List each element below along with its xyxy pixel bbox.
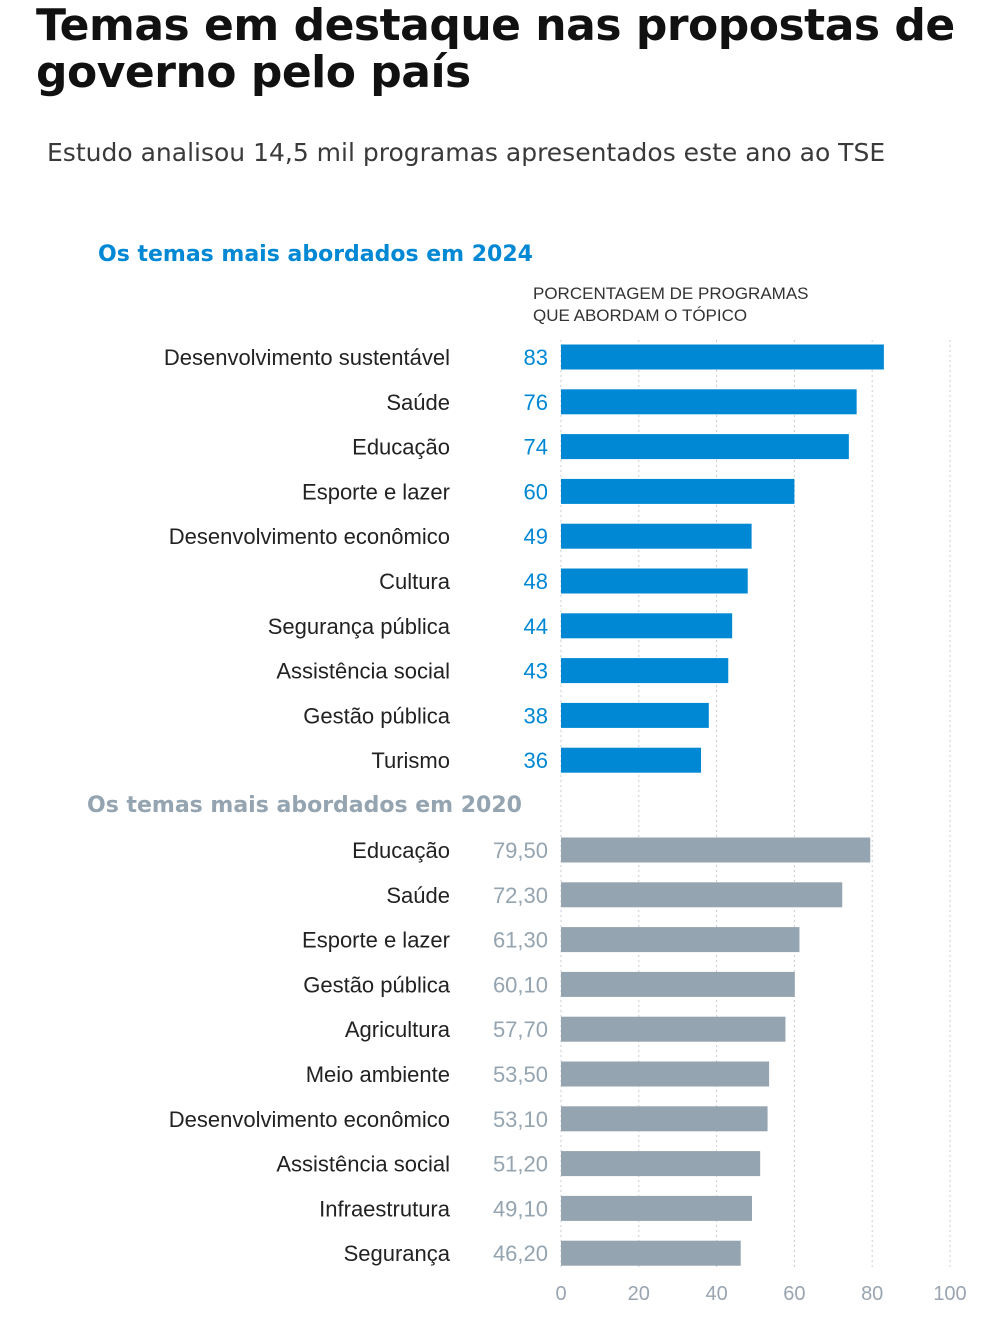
value-label-2024: 44 <box>524 614 548 639</box>
category-label-2020: Gestão pública <box>303 972 451 997</box>
value-label-2020: 57,70 <box>493 1017 548 1042</box>
value-label-2024: 38 <box>524 703 548 728</box>
category-label-2024: Desenvolvimento sustentável <box>164 345 450 370</box>
value-label-2020: 51,20 <box>493 1152 548 1177</box>
category-label-2024: Saúde <box>386 390 450 415</box>
value-label-2020: 49,10 <box>493 1196 548 1221</box>
section-title-2020: Os temas mais abordados em 2020 <box>87 793 522 818</box>
bar-2020 <box>561 1195 752 1221</box>
category-label-2024: Cultura <box>379 569 451 594</box>
value-label-2024: 83 <box>524 345 548 370</box>
axis-note-line-2: QUE ABORDAM O TÓPICO <box>533 306 747 325</box>
category-label-2020: Meio ambiente <box>306 1062 450 1087</box>
bar-2024 <box>561 747 702 773</box>
x-tick-label-100: 100 <box>933 1283 966 1305</box>
chart-title: Temas em destaque nas propostas de gover… <box>36 0 955 98</box>
bar-2024 <box>561 344 884 370</box>
bar-2024 <box>561 613 733 639</box>
value-label-2024: 76 <box>524 390 548 415</box>
bar-2024 <box>561 702 709 728</box>
category-label-2020: Infraestrutura <box>319 1196 451 1221</box>
bar-2024 <box>561 658 729 684</box>
x-tick-label-80: 80 <box>861 1283 883 1305</box>
bar-2020 <box>561 1240 741 1266</box>
value-label-2024: 74 <box>524 435 548 460</box>
chart-marks: Os temas mais abordados em 2024 Desenvolv… <box>87 242 884 1266</box>
value-label-2024: 43 <box>524 659 548 684</box>
bar-2020 <box>561 971 795 997</box>
value-label-2024: 49 <box>524 524 548 549</box>
category-label-2024: Educação <box>352 435 450 460</box>
category-label-2020: Esporte e lazer <box>302 928 450 953</box>
value-label-2020: 79,50 <box>493 838 548 863</box>
category-label-2024: Gestão pública <box>303 703 451 728</box>
category-label-2024: Desenvolvimento econômico <box>169 524 450 549</box>
x-axis-ticks: 0 20 40 60 80 100 <box>555 1283 966 1305</box>
category-label-2024: Segurança pública <box>268 614 451 639</box>
bar-2024 <box>561 568 748 594</box>
bar-2020 <box>561 1016 786 1042</box>
bar-2020 <box>561 837 871 863</box>
chart-subtitle: Estudo analisou 14,5 mil programas apres… <box>47 138 886 167</box>
value-label-2020: 61,30 <box>493 928 548 953</box>
section-title-2024: Os temas mais abordados em 2024 <box>98 242 533 267</box>
x-tick-label-20: 20 <box>628 1283 650 1305</box>
x-tick-label-40: 40 <box>705 1283 727 1305</box>
category-label-2024: Assistência social <box>276 659 450 684</box>
value-label-2020: 53,50 <box>493 1062 548 1087</box>
value-label-2024: 36 <box>524 748 548 773</box>
bar-2024 <box>561 478 795 504</box>
category-label-2020: Assistência social <box>276 1152 450 1177</box>
category-label-2024: Turismo <box>371 748 450 773</box>
category-label-2020: Agricultura <box>345 1017 451 1042</box>
value-label-2020: 60,10 <box>493 972 548 997</box>
value-label-2024: 48 <box>524 569 548 594</box>
category-label-2020: Desenvolvimento econômico <box>169 1107 450 1132</box>
value-label-2020: 72,30 <box>493 883 548 908</box>
bar-2020 <box>561 1106 768 1132</box>
bar-2020 <box>561 882 843 908</box>
axis-note-line-1: PORCENTAGEM DE PROGRAMAS <box>533 284 809 303</box>
category-label-2020: Segurança <box>344 1241 451 1266</box>
bar-2020 <box>561 1151 761 1177</box>
bar-2020 <box>561 1061 770 1087</box>
category-label-2024: Esporte e lazer <box>302 479 450 504</box>
x-tick-label-0: 0 <box>555 1283 566 1305</box>
value-label-2020: 53,10 <box>493 1107 548 1132</box>
bar-2024 <box>561 523 752 549</box>
value-label-2020: 46,20 <box>493 1241 548 1266</box>
value-label-2024: 60 <box>524 479 548 504</box>
category-label-2020: Educação <box>352 838 450 863</box>
bar-2024 <box>561 389 857 415</box>
category-label-2020: Saúde <box>386 883 450 908</box>
x-tick-label-60: 60 <box>783 1283 805 1305</box>
bar-2020 <box>561 927 800 953</box>
bar-2024 <box>561 434 849 460</box>
